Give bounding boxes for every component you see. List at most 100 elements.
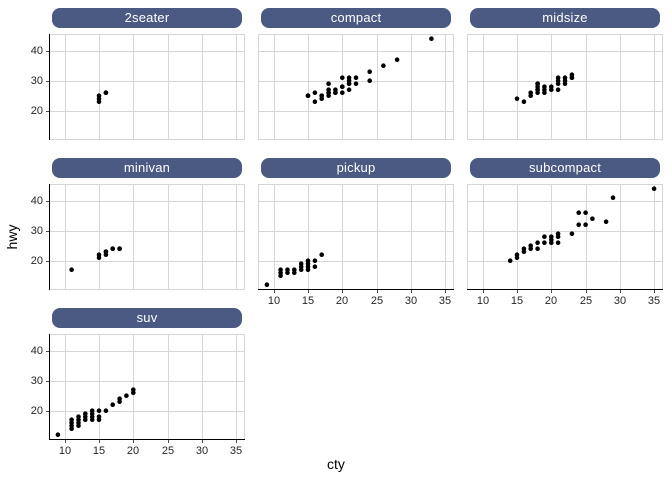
x-tick-label: 30	[613, 295, 627, 307]
facet-panel-subcompact	[467, 184, 663, 290]
data-point	[340, 90, 345, 95]
y-tick-mark	[46, 201, 49, 202]
data-point	[96, 408, 102, 413]
facet-strip-pickup: pickup	[261, 158, 451, 178]
data-point	[96, 414, 102, 419]
x-tick-label: 20	[126, 445, 140, 457]
y-tick-label: 20	[30, 405, 43, 417]
data-point	[117, 246, 122, 251]
panel-border	[467, 184, 663, 290]
data-point	[583, 210, 588, 215]
data-point	[521, 246, 527, 251]
x-tick-label: 15	[510, 295, 524, 307]
x-tick-label: 10	[58, 445, 72, 457]
data-point	[326, 87, 331, 92]
facet-panel-2seater	[49, 34, 245, 140]
data-point	[298, 261, 304, 266]
data-point	[583, 222, 588, 227]
data-point	[117, 396, 122, 401]
facet-panel-midsize	[467, 34, 663, 140]
data-point	[569, 231, 575, 236]
data-point	[89, 408, 95, 413]
data-point	[340, 75, 345, 80]
x-tick-mark	[411, 290, 412, 293]
panel-border	[258, 34, 454, 140]
y-tick-label: 30	[30, 75, 43, 87]
x-tick-mark	[342, 290, 343, 293]
x-tick-label: 20	[335, 295, 349, 307]
x-tick-mark	[377, 290, 378, 293]
y-tick-mark	[46, 81, 49, 82]
panel-border	[49, 184, 245, 290]
x-tick-mark	[99, 440, 100, 443]
data-point	[542, 240, 547, 245]
data-point	[555, 75, 561, 80]
data-point	[110, 402, 115, 407]
data-point	[367, 78, 372, 83]
data-point	[528, 90, 533, 95]
x-tick-mark	[517, 290, 518, 293]
x-tick-label: 25	[370, 295, 384, 307]
y-tick-mark	[46, 111, 49, 112]
data-point	[353, 75, 359, 80]
panel-border	[49, 34, 245, 140]
y-tick-mark	[46, 381, 49, 382]
x-tick-label: 30	[195, 445, 209, 457]
x-tick-mark	[445, 290, 446, 293]
x-tick-mark	[308, 290, 309, 293]
data-point	[569, 72, 575, 77]
data-point	[542, 84, 547, 89]
x-tick-mark	[274, 290, 275, 293]
x-tick-mark	[620, 290, 621, 293]
y-tick-mark	[46, 51, 49, 52]
data-point	[131, 387, 136, 392]
data-point	[312, 99, 318, 104]
data-point	[76, 414, 81, 419]
data-point	[292, 267, 297, 272]
panel-border	[467, 34, 663, 140]
y-tick-label: 40	[30, 345, 43, 357]
facet-strip-minivan: minivan	[52, 158, 242, 178]
data-point	[353, 81, 359, 86]
data-point	[367, 69, 372, 74]
x-tick-mark	[586, 290, 587, 293]
data-point	[514, 96, 520, 101]
data-point	[103, 408, 109, 413]
data-point	[319, 252, 324, 257]
data-point	[346, 75, 352, 80]
y-tick-mark	[46, 351, 49, 352]
data-point	[610, 195, 616, 200]
x-tick-mark	[65, 440, 66, 443]
data-point	[312, 258, 318, 263]
facet-strip-2seater: 2seater	[52, 8, 242, 28]
data-point	[603, 219, 609, 224]
data-point	[514, 252, 520, 257]
y-axis-title: hwy	[4, 224, 20, 250]
x-tick-label: 35	[229, 445, 243, 457]
x-tick-mark	[133, 440, 134, 443]
data-point	[555, 240, 561, 245]
data-point	[346, 87, 352, 92]
data-point	[83, 411, 88, 416]
data-point	[590, 216, 595, 221]
data-point	[535, 246, 540, 251]
y-tick-mark	[46, 411, 49, 412]
data-point	[103, 90, 109, 95]
data-point	[651, 186, 657, 191]
y-tick-label: 40	[30, 45, 43, 57]
y-tick-label: 30	[30, 225, 43, 237]
data-point	[576, 222, 581, 227]
data-point	[305, 258, 311, 263]
x-tick-mark	[483, 290, 484, 293]
x-tick-label: 30	[404, 295, 418, 307]
data-point	[312, 264, 318, 269]
y-tick-label: 20	[30, 255, 43, 267]
x-tick-label: 15	[92, 445, 106, 457]
data-point	[528, 243, 533, 248]
data-point	[96, 93, 102, 98]
data-point	[69, 417, 74, 422]
data-point	[429, 36, 434, 41]
data-point	[507, 258, 513, 263]
data-point	[340, 84, 345, 89]
x-tick-label: 10	[267, 295, 281, 307]
